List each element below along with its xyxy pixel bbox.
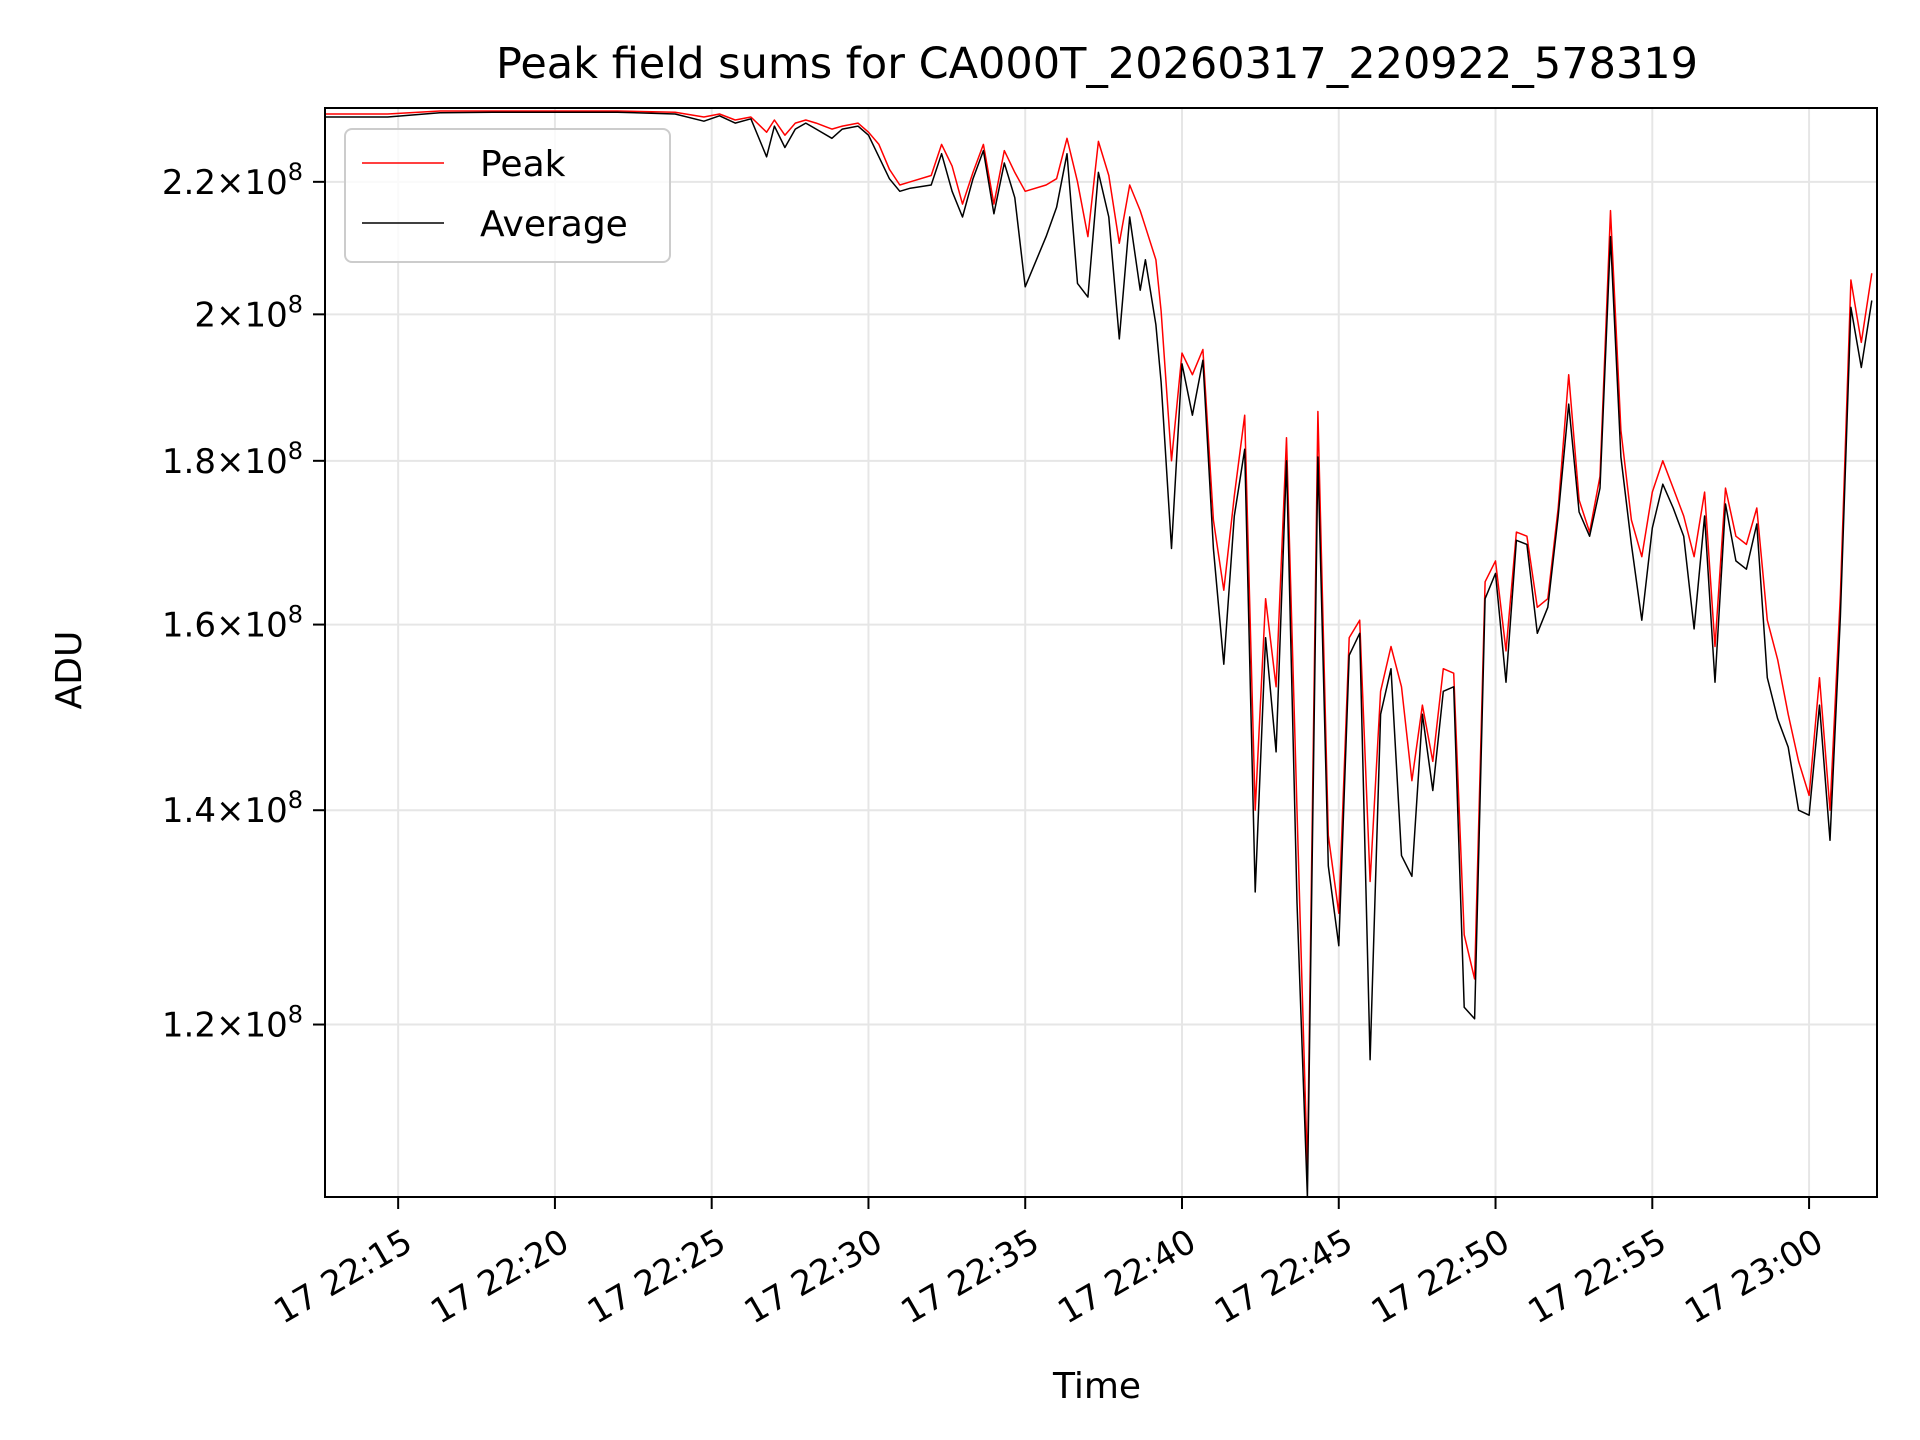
y-tick-label: 1.8×108 (162, 437, 303, 482)
y-tick-exponent: 8 (288, 1001, 303, 1029)
y-tick-multiplier: ×10 (216, 791, 288, 831)
chart-title: Peak field sums for CA000T_20260317_2209… (496, 39, 1698, 89)
plot-frame (324, 107, 1878, 1198)
legend-label-peak: Peak (480, 144, 566, 185)
y-tick-label: 2×108 (194, 290, 303, 335)
y-tick-label: 1.6×108 (162, 601, 303, 646)
legend: Peak Average (344, 128, 671, 263)
y-tick-label: 2.2×108 (162, 158, 303, 203)
y-tick-multiplier: ×10 (216, 1006, 288, 1046)
y-tick-mantissa: 1.6 (162, 606, 216, 646)
y-axis-label: ADU (49, 631, 90, 710)
legend-label-average: Average (480, 204, 628, 245)
y-tick-mantissa: 1.2 (162, 1006, 216, 1046)
y-tick-exponent: 8 (288, 158, 303, 186)
grid (325, 108, 1877, 1197)
y-tick-multiplier: ×10 (216, 606, 288, 646)
series-line-average (325, 111, 1873, 1198)
y-tick-exponent: 8 (288, 601, 303, 629)
x-axis-label: Time (1052, 1366, 1141, 1407)
y-tick-multiplier: ×10 (216, 442, 288, 482)
y-tick-label: 1.4×108 (162, 786, 303, 831)
series-lines (325, 110, 1873, 1198)
y-tick-exponent: 8 (288, 437, 303, 465)
y-tick-exponent: 8 (288, 290, 303, 318)
y-tick-label: 1.2×108 (162, 1001, 303, 1046)
y-tick-multiplier: ×10 (216, 295, 288, 335)
y-tick-multiplier: ×10 (216, 163, 288, 203)
y-tick-mantissa: 1.8 (162, 442, 216, 482)
y-tick-mantissa: 2 (194, 295, 216, 335)
y-tick-mantissa: 2.2 (162, 163, 216, 203)
y-tick-mantissa: 1.4 (162, 791, 216, 831)
series-line-peak (325, 110, 1873, 1172)
y-tick-exponent: 8 (288, 786, 303, 814)
